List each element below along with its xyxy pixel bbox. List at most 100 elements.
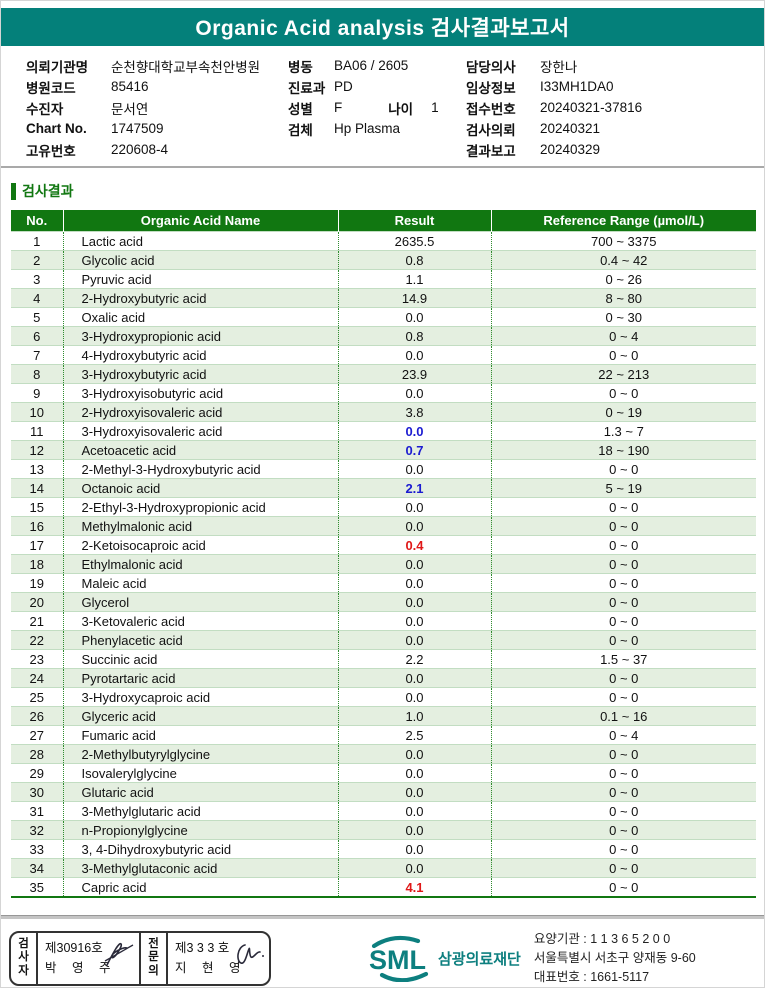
row-no: 20 bbox=[11, 592, 63, 612]
row-no: 35 bbox=[11, 877, 63, 897]
row-result: 23.9 bbox=[337, 364, 491, 384]
row-range: 0 ~ 0 bbox=[490, 782, 756, 802]
company-info: 요양기관 : 1 1 3 6 5 2 0 0 서울특별시 서초구 양재동 9-6… bbox=[534, 930, 696, 986]
table-row: 2 Glycolic acid 0.8 0.4 ~ 42 bbox=[11, 250, 756, 270]
row-range: 22 ~ 213 bbox=[490, 364, 756, 384]
patient-info-section: 의뢰기관명 순천향대학교부속천안병원 병원코드 85416 수진자 문서연 Chart… bbox=[1, 46, 764, 160]
company-line: 서울특별시 서초구 양재동 9-60 bbox=[533, 950, 696, 965]
info-label: 검사의뢰 bbox=[466, 122, 516, 138]
row-result: 0.0 bbox=[337, 820, 491, 840]
results-table-body: 1 Lactic acid 2635.5 700 ~ 3375 2 Glycol… bbox=[11, 231, 756, 897]
info-label: 진료과 bbox=[288, 80, 326, 96]
row-name: Succinic acid bbox=[62, 649, 338, 669]
row-result: 3.8 bbox=[337, 402, 491, 422]
row-range: 0 ~ 0 bbox=[490, 535, 756, 555]
row-no: 2 bbox=[11, 250, 63, 270]
row-range: 0 ~ 0 bbox=[490, 554, 756, 574]
info-label: 담당의사 bbox=[466, 59, 516, 75]
row-result: 0.8 bbox=[337, 326, 491, 346]
row-no: 19 bbox=[11, 573, 63, 593]
row-no: 15 bbox=[11, 497, 63, 517]
table-row: 34 3-Methylglutaconic acid 0.0 0 ~ 0 bbox=[11, 858, 756, 878]
row-no: 32 bbox=[11, 820, 63, 840]
row-result: 0.0 bbox=[337, 459, 491, 479]
info-row: 병원코드 85416 bbox=[26, 76, 288, 97]
row-range: 0.1 ~ 16 bbox=[490, 706, 756, 726]
row-result: 0.0 bbox=[337, 782, 491, 802]
column-header-result: Result bbox=[337, 210, 491, 232]
report-title-banner: Organic Acid analysis 검사결과보고서 bbox=[1, 8, 764, 46]
row-no: 27 bbox=[11, 725, 63, 745]
row-range: 0 ~ 0 bbox=[490, 839, 756, 859]
row-no: 6 bbox=[11, 326, 63, 346]
table-row: 19 Maleic acid 0.0 0 ~ 0 bbox=[11, 573, 756, 593]
info-row: 진료과 PD bbox=[288, 76, 466, 97]
table-row: 30 Glutaric acid 0.0 0 ~ 0 bbox=[11, 782, 756, 802]
row-range: 0 ~ 19 bbox=[490, 402, 756, 422]
row-result: 14.9 bbox=[337, 288, 491, 308]
row-no: 1 bbox=[11, 231, 63, 251]
row-no: 10 bbox=[11, 402, 63, 422]
row-result: 0.8 bbox=[337, 250, 491, 270]
row-range: 0 ~ 4 bbox=[490, 725, 756, 745]
row-result: 2.1 bbox=[337, 478, 491, 498]
row-name: 2-Ethyl-3-Hydroxypropionic acid bbox=[62, 497, 338, 517]
info-value: 장한나 bbox=[540, 59, 578, 75]
specialist-cert-number: 제3 3 3 호 bbox=[175, 940, 230, 955]
row-range: 5 ~ 19 bbox=[490, 478, 756, 498]
row-name: 3-Methylglutaric acid bbox=[62, 801, 338, 821]
row-no: 7 bbox=[11, 345, 63, 365]
table-row: 25 3-Hydroxycaproic acid 0.0 0 ~ 0 bbox=[11, 687, 756, 707]
row-no: 23 bbox=[11, 649, 63, 669]
info-label: 병원코드 bbox=[26, 80, 76, 96]
info-value: 220608-4 bbox=[111, 142, 169, 157]
row-result: 0.0 bbox=[337, 839, 491, 859]
row-range: 0 ~ 0 bbox=[490, 573, 756, 593]
results-table: No. Organic Acid Name Result Reference R… bbox=[11, 210, 756, 898]
svg-text:SML: SML bbox=[369, 945, 426, 975]
row-name: Glycerol bbox=[62, 592, 338, 612]
company-line: 요양기관 : 1 1 3 6 5 2 0 0 bbox=[533, 932, 671, 946]
table-row: 18 Ethylmalonic acid 0.0 0 ~ 0 bbox=[11, 554, 756, 574]
row-name: 3-Hydroxyisovaleric acid bbox=[62, 421, 338, 441]
info-value: 85416 bbox=[111, 79, 149, 94]
table-row: 3 Pyruvic acid 1.1 0 ~ 26 bbox=[11, 269, 756, 289]
row-result: 0.0 bbox=[337, 744, 491, 764]
info-value-age: 1 bbox=[431, 100, 439, 115]
row-no: 21 bbox=[11, 611, 63, 631]
row-name: 4-Hydroxybutyric acid bbox=[62, 345, 338, 365]
row-no: 4 bbox=[11, 288, 63, 308]
row-no: 17 bbox=[11, 535, 63, 555]
examiner-name: 박 영 주 bbox=[45, 960, 117, 975]
row-name: 2-Methyl-3-Hydroxybutyric acid bbox=[62, 459, 338, 479]
row-result: 1.0 bbox=[337, 706, 491, 726]
row-no: 25 bbox=[11, 687, 63, 707]
row-name: Methylmalonic acid bbox=[62, 516, 338, 536]
info-row: 병동 BA06 / 2605 bbox=[288, 55, 466, 76]
info-label: 의뢰기관명 bbox=[26, 59, 89, 75]
table-row: 15 2-Ethyl-3-Hydroxypropionic acid 0.0 0… bbox=[11, 497, 756, 517]
table-row: 23 Succinic acid 2.2 1.5 ~ 37 bbox=[11, 649, 756, 669]
column-header-range: Reference Range (µmol/L) bbox=[490, 210, 756, 232]
row-range: 0 ~ 0 bbox=[490, 858, 756, 878]
row-no: 16 bbox=[11, 516, 63, 536]
row-result: 0.0 bbox=[337, 345, 491, 365]
row-no: 22 bbox=[11, 630, 63, 650]
info-label: 병동 bbox=[288, 59, 313, 75]
row-name: 3-Hydroxypropionic acid bbox=[62, 326, 338, 346]
row-result: 0.0 bbox=[337, 516, 491, 536]
row-no: 30 bbox=[11, 782, 63, 802]
table-row: 11 3-Hydroxyisovaleric acid 0.0 1.3 ~ 7 bbox=[11, 421, 756, 441]
examiner-cert-number: 제30916호 bbox=[45, 940, 103, 955]
row-result: 0.0 bbox=[337, 763, 491, 783]
column-header-name: Organic Acid Name bbox=[62, 210, 338, 232]
row-range: 0 ~ 0 bbox=[490, 630, 756, 650]
patient-info-left: 의뢰기관명 순천향대학교부속천안병원 병원코드 85416 수진자 문서연 Chart… bbox=[26, 55, 288, 160]
row-name: Capric acid bbox=[62, 877, 338, 897]
row-range: 0 ~ 0 bbox=[490, 516, 756, 536]
table-row: 1 Lactic acid 2635.5 700 ~ 3375 bbox=[11, 231, 756, 251]
row-result: 0.0 bbox=[337, 497, 491, 517]
row-range: 0 ~ 0 bbox=[490, 592, 756, 612]
table-row: 14 Octanoic acid 2.1 5 ~ 19 bbox=[11, 478, 756, 498]
row-result: 0.0 bbox=[337, 687, 491, 707]
